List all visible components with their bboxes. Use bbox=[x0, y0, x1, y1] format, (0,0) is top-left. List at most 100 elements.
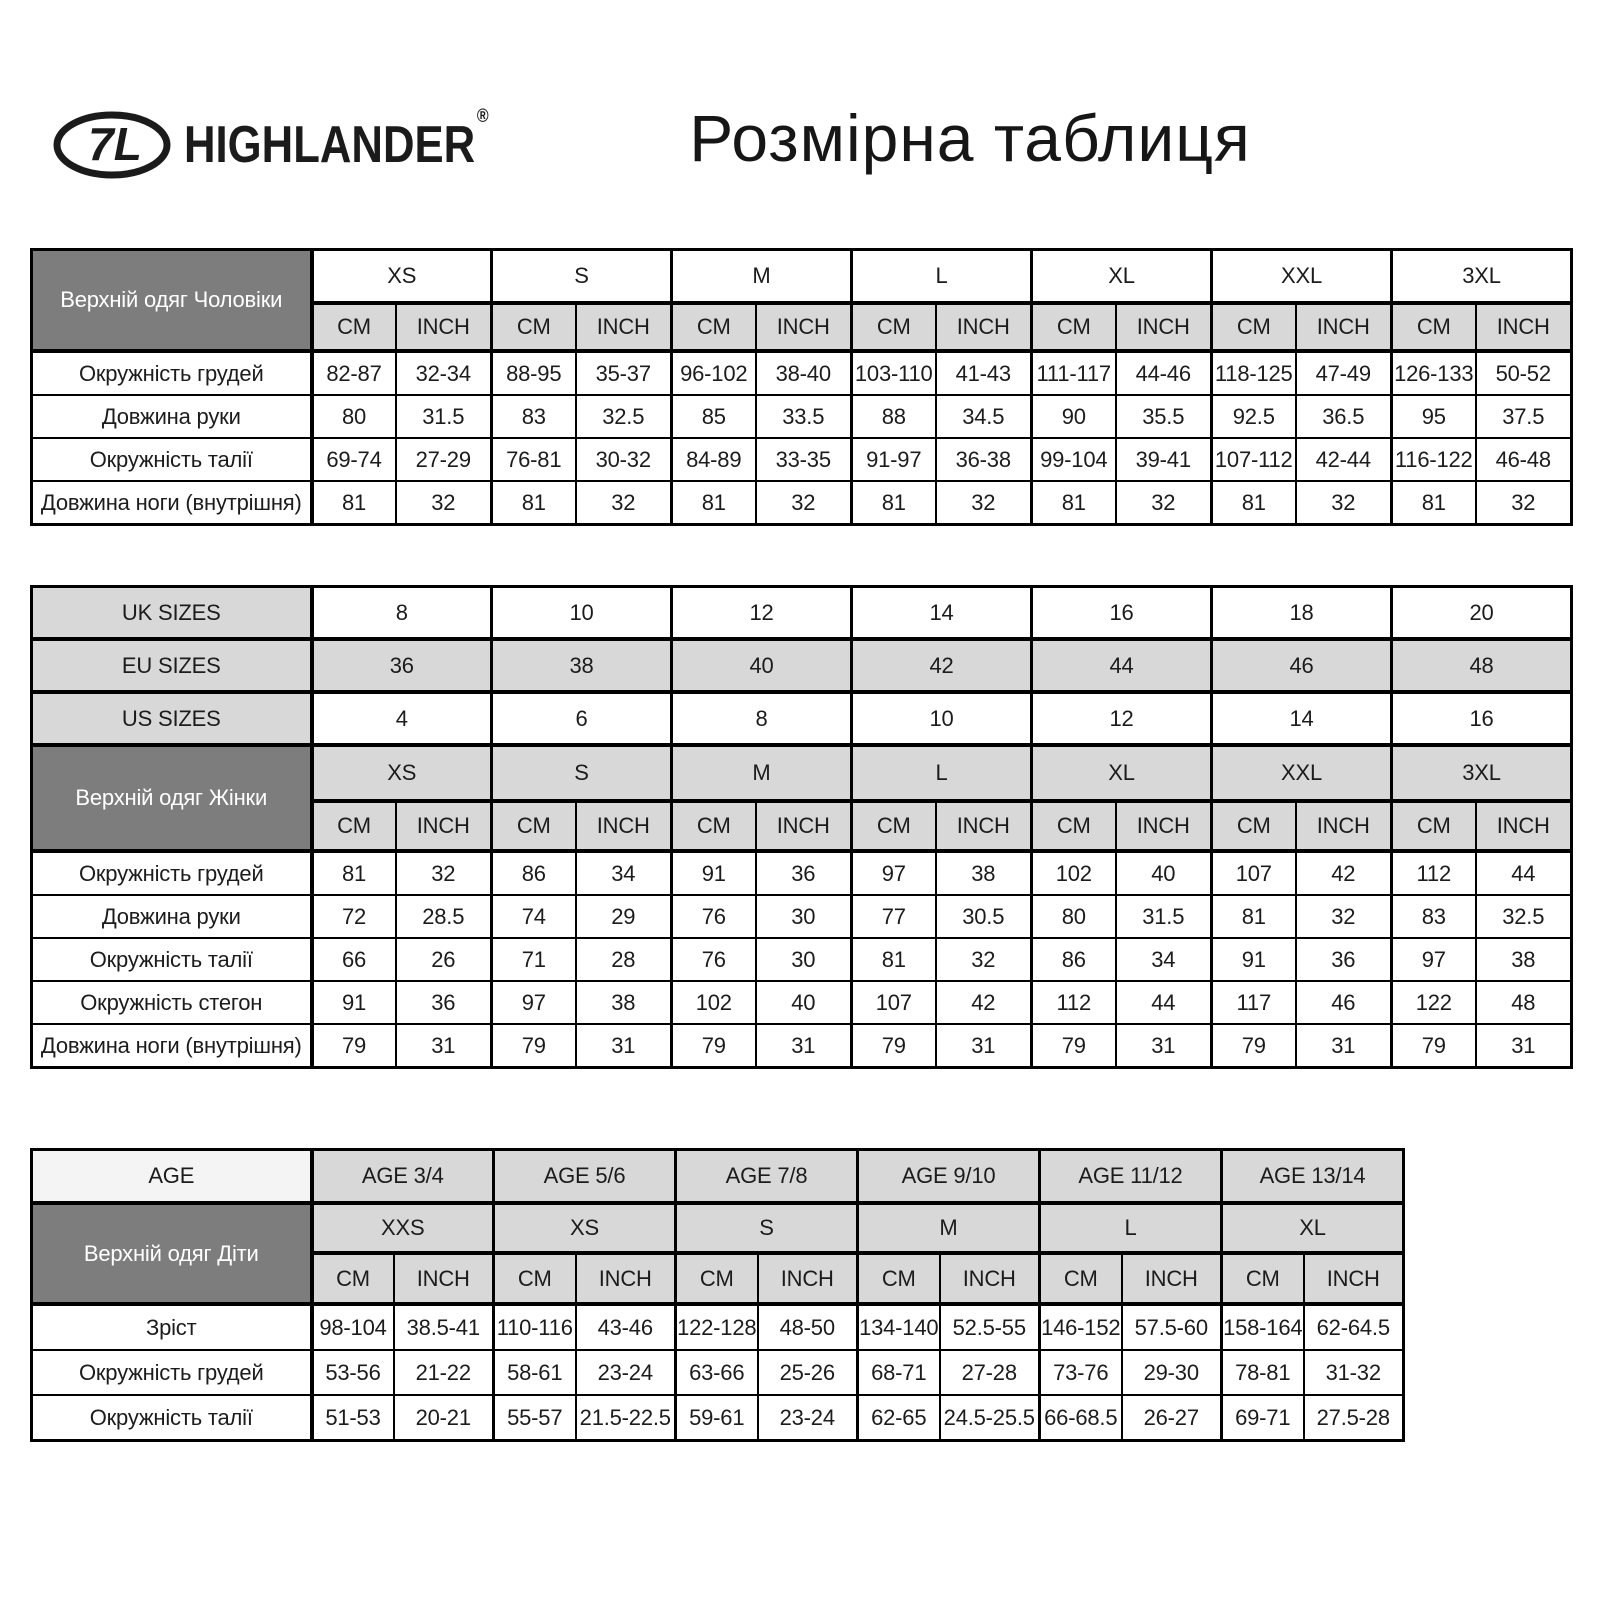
measurement-value: 90 bbox=[1030, 394, 1117, 439]
measurement-value: 73-76 bbox=[1038, 1349, 1123, 1396]
unit-header: INCH bbox=[1474, 302, 1573, 353]
measurement-value: 146-152 bbox=[1038, 1303, 1123, 1351]
measurement-value: 122 bbox=[1390, 980, 1477, 1025]
size-system-value: 12 bbox=[670, 585, 853, 641]
measurement-row-label: Окружність стегон bbox=[30, 980, 313, 1025]
measurement-value: 91 bbox=[309, 980, 397, 1025]
measurement-value: 32 bbox=[934, 480, 1033, 526]
unit-header: INCH bbox=[934, 800, 1033, 853]
size-header: XS bbox=[309, 744, 493, 803]
measurement-value: 86 bbox=[1030, 937, 1117, 982]
logo-monogram-text: 7L bbox=[88, 118, 142, 170]
brand-logo: 7L HIGHLANDER® bbox=[52, 100, 545, 190]
measurement-value: 79 bbox=[1030, 1023, 1117, 1069]
size-system-value: 6 bbox=[490, 691, 673, 747]
measurement-value: 53-56 bbox=[309, 1349, 395, 1396]
size-system-value: 10 bbox=[490, 585, 673, 641]
age-header: AGE 13/14 bbox=[1220, 1148, 1405, 1205]
unit-header: CM bbox=[1390, 302, 1477, 353]
size-system-value: 48 bbox=[1390, 638, 1573, 694]
measurement-value: 116-122 bbox=[1390, 437, 1477, 482]
measurement-value: 81 bbox=[850, 480, 937, 526]
measurement-value: 51-53 bbox=[309, 1394, 395, 1442]
unit-header: CM bbox=[1210, 800, 1297, 853]
measurement-value: 38-40 bbox=[754, 350, 853, 396]
unit-header: CM bbox=[309, 302, 397, 353]
eu-sizes-label: EU SIZES bbox=[30, 638, 313, 694]
measurement-value: 21-22 bbox=[392, 1349, 495, 1396]
measurement-value: 81 bbox=[850, 937, 937, 982]
unit-header: CM bbox=[1210, 302, 1297, 353]
measurement-value: 41-43 bbox=[934, 350, 1033, 396]
measurement-value: 34 bbox=[574, 850, 673, 896]
measurement-value: 21.5-22.5 bbox=[574, 1394, 677, 1442]
size-system-value: 10 bbox=[850, 691, 1033, 747]
measurement-value: 32.5 bbox=[574, 394, 673, 439]
measurement-value: 88 bbox=[850, 394, 937, 439]
size-header: M bbox=[670, 744, 853, 803]
us-sizes-label: US SIZES bbox=[30, 691, 313, 747]
measurement-value: 81 bbox=[1390, 480, 1477, 526]
measurement-value: 83 bbox=[490, 394, 577, 439]
women-size-table: UK SIZES 8 10 12 14 16 18 20 EU SIZES 36 38 40 42 44 4… bbox=[30, 585, 1573, 1069]
measurement-value: 76 bbox=[670, 937, 757, 982]
measurement-value: 30.5 bbox=[934, 894, 1033, 939]
measurement-value: 88-95 bbox=[490, 350, 577, 396]
unit-header: INCH bbox=[574, 800, 673, 853]
measurement-value: 81 bbox=[309, 480, 397, 526]
measurement-value: 30-32 bbox=[574, 437, 673, 482]
measurement-value: 57.5-60 bbox=[1120, 1303, 1223, 1351]
registered-mark: ® bbox=[476, 105, 489, 127]
size-header: XL bbox=[1030, 744, 1213, 803]
measurement-value: 110-116 bbox=[492, 1303, 577, 1351]
size-header: XXL bbox=[1210, 744, 1393, 803]
size-header: S bbox=[674, 1202, 859, 1255]
unit-header: CM bbox=[670, 800, 757, 853]
measurement-value: 91 bbox=[670, 850, 757, 896]
measurement-value: 50-52 bbox=[1474, 350, 1573, 396]
measurement-value: 42 bbox=[1294, 850, 1393, 896]
size-header: S bbox=[490, 744, 673, 803]
unit-header: CM bbox=[490, 302, 577, 353]
measurement-value: 111-117 bbox=[1030, 350, 1117, 396]
measurement-value: 29-30 bbox=[1120, 1349, 1223, 1396]
measurement-value: 23-24 bbox=[756, 1394, 859, 1442]
measurement-value: 126-133 bbox=[1390, 350, 1477, 396]
measurement-value: 48-50 bbox=[756, 1303, 859, 1351]
size-header: XS bbox=[309, 248, 493, 305]
measurement-value: 31 bbox=[1474, 1023, 1573, 1069]
size-system-value: 4 bbox=[309, 691, 493, 747]
measurement-value: 27-28 bbox=[938, 1349, 1041, 1396]
age-label: AGE bbox=[30, 1148, 313, 1205]
measurement-row-label: Окружність талії bbox=[30, 1394, 313, 1442]
measurement-value: 46-48 bbox=[1474, 437, 1573, 482]
measurement-value: 68-71 bbox=[856, 1349, 941, 1396]
measurement-value: 69-71 bbox=[1220, 1394, 1305, 1442]
measurement-value: 66-68.5 bbox=[1038, 1394, 1123, 1442]
measurement-value: 99-104 bbox=[1030, 437, 1117, 482]
measurement-value: 35-37 bbox=[574, 350, 673, 396]
unit-header: CM bbox=[492, 1252, 577, 1306]
measurement-value: 78-81 bbox=[1220, 1349, 1305, 1396]
measurement-value: 31.5 bbox=[394, 394, 493, 439]
size-header: M bbox=[856, 1202, 1041, 1255]
measurement-value: 31 bbox=[1294, 1023, 1393, 1069]
measurement-value: 42 bbox=[934, 980, 1033, 1025]
unit-header: CM bbox=[490, 800, 577, 853]
measurement-value: 82-87 bbox=[309, 350, 397, 396]
unit-header: INCH bbox=[1294, 302, 1393, 353]
measurement-value: 122-128 bbox=[674, 1303, 759, 1351]
measurement-value: 102 bbox=[1030, 850, 1117, 896]
unit-header: INCH bbox=[934, 302, 1033, 353]
measurement-row-label: Окружність грудей bbox=[30, 850, 313, 896]
measurement-value: 134-140 bbox=[856, 1303, 941, 1351]
measurement-row-label: Окружність талії bbox=[30, 937, 313, 982]
measurement-value: 36-38 bbox=[934, 437, 1033, 482]
measurement-value: 32 bbox=[1114, 480, 1213, 526]
measurement-value: 79 bbox=[309, 1023, 397, 1069]
highlander-oval-7l-monogram-icon: 7L bbox=[53, 111, 171, 179]
unit-header: INCH bbox=[1302, 1252, 1405, 1306]
measurement-value: 79 bbox=[850, 1023, 937, 1069]
measurement-value: 33.5 bbox=[754, 394, 853, 439]
